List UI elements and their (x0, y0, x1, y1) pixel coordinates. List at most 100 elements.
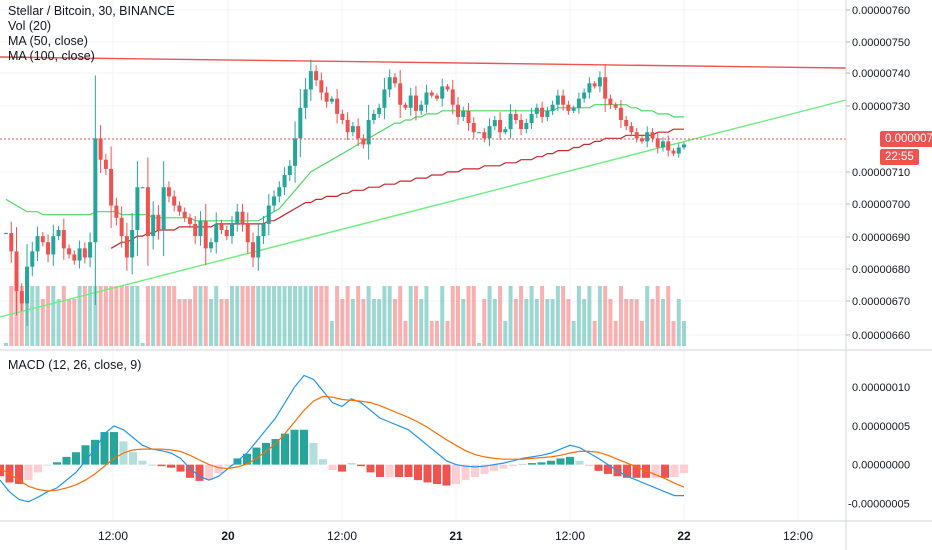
volume-bar (366, 286, 371, 346)
volume-bar (618, 286, 623, 346)
candle-body (256, 236, 261, 258)
candle-body (287, 165, 292, 175)
candle-body (555, 95, 560, 105)
macd-histogram-bar (309, 442, 318, 465)
volume-bar (140, 343, 145, 346)
volume-bar (214, 286, 219, 346)
volume-bar (450, 286, 455, 346)
macd-histogram-bar (594, 464, 603, 471)
price-axis[interactable]: 0.00000760 0.00000750 0.00000740 0.00000730… (846, 5, 910, 342)
candle-body (345, 120, 350, 133)
macd-histogram-bar (490, 464, 498, 471)
candle-body (613, 104, 618, 108)
volume-bar (624, 299, 629, 346)
candle-body (40, 236, 45, 243)
macd-histogram-bar (72, 452, 80, 465)
macd-histogram-bar (224, 464, 232, 466)
legend-ma100[interactable]: MA (100, close) (8, 49, 95, 63)
candle-body (666, 141, 671, 151)
candle-body (655, 138, 660, 148)
volume-bar (466, 286, 471, 346)
candle-body (582, 92, 587, 99)
macd-histogram-bar (243, 453, 251, 465)
support-trendline[interactable] (0, 99, 847, 318)
candle-body (534, 107, 539, 114)
macd-histogram-bar (43, 464, 52, 466)
volume-bar (156, 286, 161, 346)
macd-histogram-bar (300, 429, 308, 465)
symbol-legend[interactable]: Stellar / Bitcoin, 30, BINANCE Vol (20) … (8, 4, 175, 64)
candle-body (266, 205, 271, 224)
candle-body (597, 77, 602, 87)
legend-volume[interactable]: Vol (20) (8, 19, 52, 33)
candle-body (193, 223, 198, 237)
macd-histogram-bar (0, 464, 4, 477)
macd-histogram-bar (509, 464, 517, 467)
candlesticks (4, 59, 686, 326)
macd-histogram-bar (252, 447, 261, 465)
macd-histogram-bar (461, 464, 470, 481)
candle-body (634, 132, 639, 139)
candle-body (277, 187, 282, 197)
candle-body (182, 211, 187, 218)
candle-body (529, 113, 534, 124)
candle-body (445, 86, 450, 90)
volume-bar (655, 286, 660, 346)
volume-bar (240, 286, 245, 346)
volume-bar (61, 286, 66, 346)
price-tick-label: 0.00000710 (852, 167, 910, 179)
volume-bar (634, 299, 639, 346)
volume-bar (177, 299, 182, 346)
volume-bar (534, 299, 539, 346)
macd-histogram-bar (338, 464, 346, 472)
price-tick-label: 0.00000670 (852, 296, 910, 308)
macd-histogram-bar (547, 460, 555, 465)
volume-bar (109, 286, 114, 346)
candle-body (540, 107, 545, 117)
candle-body (503, 129, 508, 133)
ma50-line (5, 104, 684, 222)
resistance-trendline[interactable] (0, 56, 847, 69)
volume-bar (203, 286, 208, 346)
candle-body (214, 223, 219, 243)
candle-body (413, 95, 418, 111)
volume-bar (492, 299, 497, 346)
volume-bar (124, 286, 129, 346)
candle-body (335, 98, 340, 114)
symbol-title: Stellar / Bitcoin, 30, BINANCE (8, 4, 175, 18)
candle-body (187, 217, 192, 224)
candle-body (98, 138, 103, 160)
volume-bar (51, 286, 56, 346)
macd-histogram-bar (110, 432, 118, 465)
candle-body (272, 196, 277, 206)
candle-body (25, 266, 30, 304)
candle-body (456, 104, 460, 117)
volume-bar (135, 286, 140, 346)
volume-bar (519, 286, 524, 346)
volume-bar (324, 286, 329, 346)
macd-legend[interactable]: MACD (12, 26, close, 9) (8, 358, 142, 372)
candle-body (492, 120, 497, 127)
macd-histogram-bar (556, 458, 565, 465)
volume-bar (377, 299, 382, 346)
candle-body (650, 132, 655, 139)
volume-bar (114, 286, 119, 346)
candle-body (513, 113, 518, 120)
macd-histogram-bar (15, 464, 23, 484)
volume-bar (361, 299, 366, 346)
time-axis[interactable]: 12:00 20 12:00 21 12:00 22 12:00 (98, 529, 813, 543)
volume-bar (46, 286, 51, 346)
macd-histogram-bar (53, 462, 61, 465)
volume-bar (4, 343, 8, 346)
volume-bar (30, 286, 35, 346)
price-tick-label: 0.00000690 (852, 232, 910, 244)
legend-ma50[interactable]: MA (50, close) (8, 34, 88, 48)
volume-bar (498, 286, 503, 346)
volume-bar (298, 286, 303, 346)
volume-bar (529, 286, 534, 346)
macd-histogram-bar (651, 464, 660, 478)
candle-body (166, 187, 171, 197)
macd-axis[interactable]: 0.00000010 0.00000005 0.00000000 -0.0000000… (848, 382, 910, 510)
volume-bar (682, 321, 686, 346)
